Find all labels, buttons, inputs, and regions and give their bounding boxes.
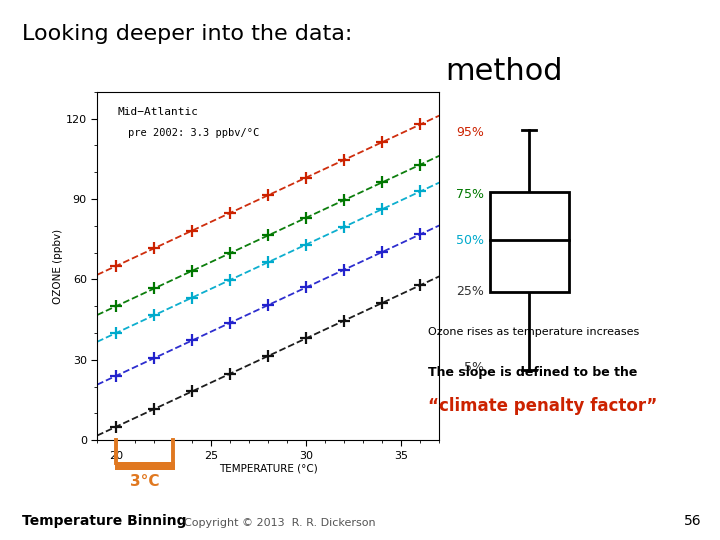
Text: 25%: 25% (456, 285, 484, 298)
Text: 56: 56 (685, 514, 702, 528)
Bar (490, 192, 569, 292)
Text: pre 2002: 3.3 ppbv/°C: pre 2002: 3.3 ppbv/°C (128, 129, 259, 138)
Text: “climate penalty factor”: “climate penalty factor” (428, 397, 658, 415)
Text: 75%: 75% (456, 188, 484, 201)
Text: 95%: 95% (456, 126, 484, 139)
Text: Looking deeper into the data:: Looking deeper into the data: (22, 24, 352, 44)
Text: Ozone rises as temperature increases: Ozone rises as temperature increases (428, 327, 639, 337)
Text: The slope is defined to be the: The slope is defined to be the (428, 366, 638, 379)
X-axis label: TEMPERATURE (°C): TEMPERATURE (°C) (219, 463, 318, 473)
Text: Temperature Binning: Temperature Binning (22, 514, 186, 528)
Bar (114, 462, 175, 470)
Text: 3°C: 3°C (130, 474, 159, 489)
Text: method: method (445, 57, 563, 86)
Text: Copyright © 2013  R. R. Dickerson: Copyright © 2013 R. R. Dickerson (184, 518, 375, 528)
Text: 50%: 50% (456, 234, 484, 247)
Text: 5%: 5% (464, 361, 484, 374)
Text: Mid−Atlantic: Mid−Atlantic (118, 107, 199, 118)
Y-axis label: OZONE (ppbv): OZONE (ppbv) (53, 228, 63, 303)
